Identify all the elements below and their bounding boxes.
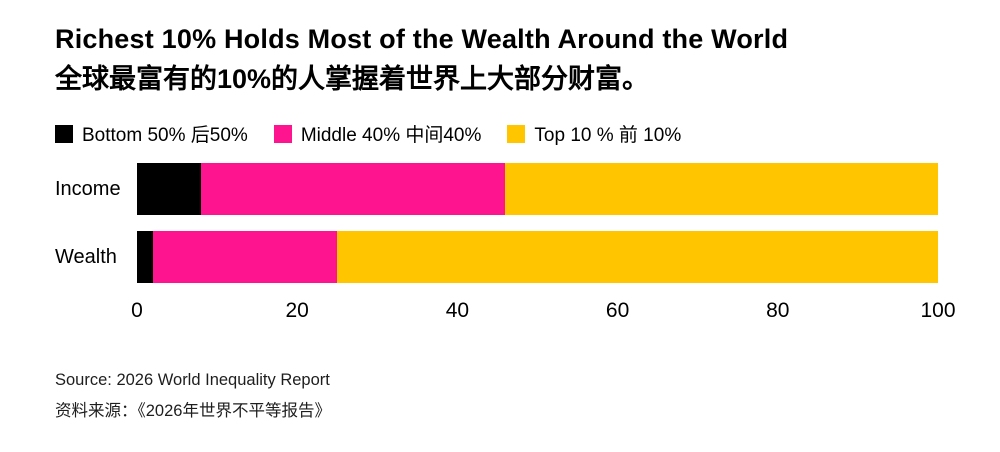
plot-area: Income Wealth 0 20 40 60 80 100 — [55, 163, 956, 333]
source-block: Source: 2026 World Inequality Report 资料来… — [55, 369, 938, 422]
bar-row: Wealth — [55, 231, 938, 283]
legend-label: Middle 40% 中间40% — [300, 125, 482, 146]
legend-label: Bottom 50% 后50% — [82, 125, 248, 146]
stacked-bar — [137, 163, 938, 215]
x-tick-label: 60 — [605, 299, 630, 322]
stacked-bar — [137, 231, 938, 283]
legend-item-top-10: Top 10 % 前 10% — [507, 120, 681, 147]
x-tick-label: 20 — [285, 299, 309, 322]
bar-segment-middle-40 — [201, 163, 506, 215]
legend-label: Top 10 % 前 10% — [534, 125, 682, 146]
bar-segment-bottom-50 — [137, 231, 154, 283]
bar-row: Income — [55, 163, 938, 215]
page-title: Richest 10% Holds Most of the Wealth Aro… — [55, 24, 789, 54]
legend-item-middle-40: Middle 40% 中间40% — [273, 120, 482, 147]
x-tick-label: 100 — [920, 299, 956, 322]
legend-item-bottom-50: Bottom 50% 后50% — [55, 120, 248, 147]
x-axis: 0 20 40 60 80 100 — [131, 299, 955, 333]
bar-segment-top-10 — [505, 163, 938, 215]
legend: Bottom 50% 后50% Middle 40% 中间40% Top 10 … — [55, 120, 938, 147]
category-label: Income — [55, 177, 121, 200]
legend-swatch-middle-40-icon — [273, 124, 292, 143]
bar-segment-top-10 — [337, 231, 938, 283]
category-label: Wealth — [55, 245, 117, 268]
page-subtitle-zh: 全球最富有的10%的人掌握着世界上大部分财富。 — [55, 64, 650, 94]
bar-segment-bottom-50 — [137, 163, 202, 215]
legend-swatch-bottom-50-icon — [55, 124, 73, 143]
x-tick-label: 40 — [445, 299, 470, 322]
bar-segment-middle-40 — [153, 231, 338, 283]
plot-rows: Income Wealth — [55, 163, 938, 283]
source-line-1: Source: 2026 World Inequality Report — [55, 371, 330, 389]
source-line-2: 资料来源：《2026年世界不平等报告》 — [55, 402, 331, 420]
x-tick-label: 80 — [766, 299, 790, 322]
x-tick-label: 0 — [131, 299, 143, 322]
legend-swatch-top-10-icon — [507, 124, 526, 143]
